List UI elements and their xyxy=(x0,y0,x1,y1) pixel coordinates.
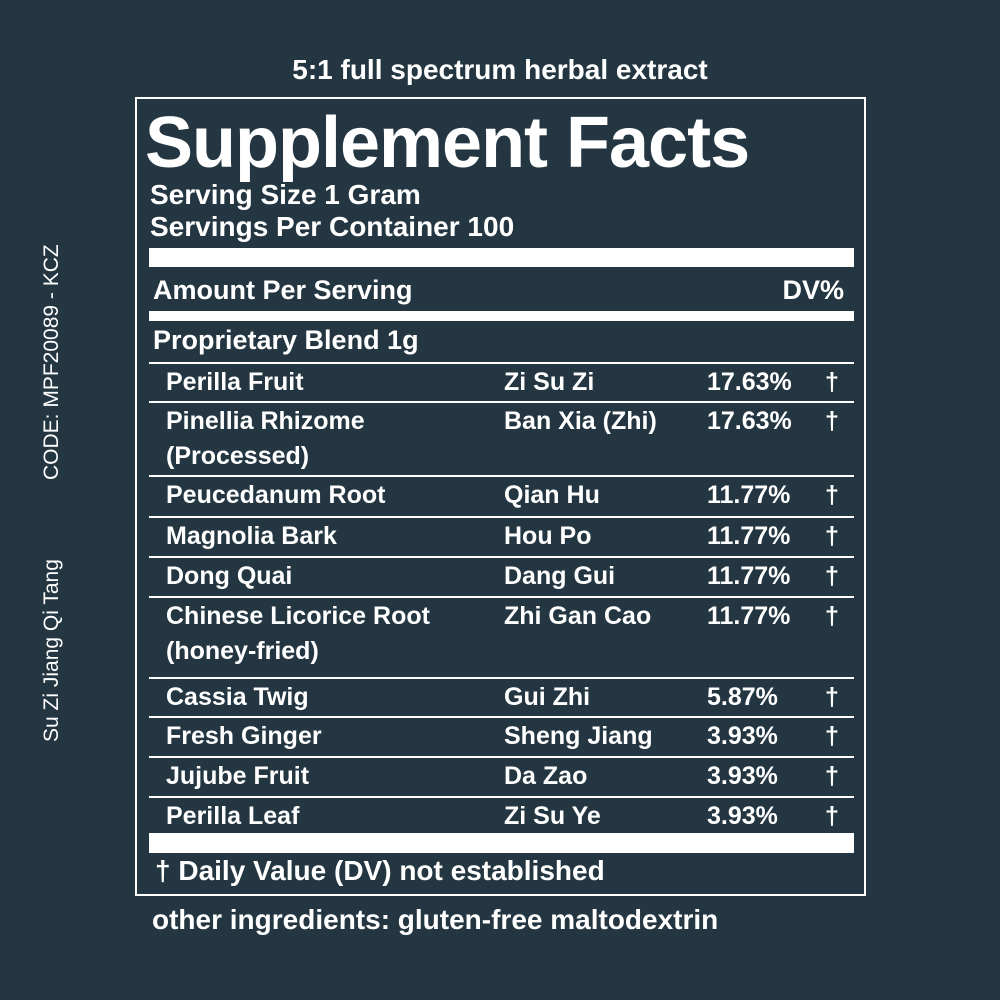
ingredient-name: Perilla Leaf xyxy=(166,802,300,830)
ingredient-name: Magnolia Bark xyxy=(166,522,337,550)
ingredient-name-detail: (Processed) xyxy=(166,442,310,470)
product-code: CODE: MPF20089 - KCZ xyxy=(40,244,63,480)
ingredient-percent: 17.63% xyxy=(707,368,792,396)
ingredient-name-detail: (honey-fried) xyxy=(166,637,319,665)
ingredient-pinyin: Hou Po xyxy=(504,522,592,550)
serving-size: Serving Size 1 Gram xyxy=(150,179,421,210)
ingredient-name: Pinellia Rhizome xyxy=(166,407,365,435)
row-separator xyxy=(149,362,854,364)
supplement-facts-panel: Supplement Facts Serving Size 1 Gram Ser… xyxy=(135,97,866,896)
ingredient-name: Perilla Fruit xyxy=(166,368,304,396)
ingredient-pinyin: Zi Su Ye xyxy=(504,802,601,830)
dagger-mark: † xyxy=(825,722,839,750)
dagger-mark: † xyxy=(825,368,839,396)
panel-title: Supplement Facts xyxy=(145,103,750,183)
ingredient-percent: 3.93% xyxy=(707,802,778,830)
dagger-mark: † xyxy=(825,407,839,435)
row-separator xyxy=(149,716,854,718)
ingredient-percent: 17.63% xyxy=(707,407,792,435)
extract-caption: 5:1 full spectrum herbal extract xyxy=(292,54,708,85)
amount-per-serving-label: Amount Per Serving xyxy=(153,275,413,305)
row-separator xyxy=(149,756,854,758)
ingredient-percent: 11.77% xyxy=(707,522,791,550)
row-separator xyxy=(149,796,854,798)
ingredient-name: Fresh Ginger xyxy=(166,722,322,750)
ingredient-pinyin: Qian Hu xyxy=(504,481,600,509)
ingredient-percent: 5.87% xyxy=(707,683,778,711)
row-separator xyxy=(149,475,854,477)
dagger-mark: † xyxy=(825,562,839,590)
row-separator xyxy=(149,596,854,598)
dagger-mark: † xyxy=(825,602,839,630)
ingredient-name: Peucedanum Root xyxy=(166,481,386,509)
dagger-mark: † xyxy=(825,683,839,711)
ingredient-pinyin: Dang Gui xyxy=(504,562,616,590)
bottom-divider xyxy=(149,833,854,853)
dagger-mark: † xyxy=(825,802,839,830)
medium-divider xyxy=(149,311,854,321)
ingredient-percent: 11.77% xyxy=(707,562,791,590)
ingredient-percent: 11.77% xyxy=(707,602,791,630)
ingredient-name: Cassia Twig xyxy=(166,683,309,711)
row-separator xyxy=(149,677,854,679)
ingredient-pinyin: Zhi Gan Cao xyxy=(504,602,652,630)
ingredient-pinyin: Sheng Jiang xyxy=(504,722,653,750)
dagger-mark: † xyxy=(825,762,839,790)
row-separator xyxy=(149,556,854,558)
ingredient-pinyin: Zi Su Zi xyxy=(504,368,595,396)
ingredient-name: Jujube Fruit xyxy=(166,762,310,790)
ingredient-percent: 3.93% xyxy=(707,762,778,790)
ingredient-percent: 11.77% xyxy=(707,481,791,509)
servings-per-container: Servings Per Container 100 xyxy=(150,211,515,242)
ingredient-pinyin: Ban Xia (Zhi) xyxy=(504,407,657,435)
dagger-mark: † xyxy=(825,481,839,509)
ingredient-name: Dong Quai xyxy=(166,562,293,590)
dagger-mark: † xyxy=(825,522,839,550)
other-ingredients: other ingredients: gluten-free maltodext… xyxy=(152,904,719,935)
row-separator xyxy=(149,516,854,518)
dv-footnote: † Daily Value (DV) not established xyxy=(155,855,605,886)
dv-header: DV% xyxy=(782,275,844,305)
formula-name: Su Zi Jiang Qi Tang xyxy=(40,559,63,742)
ingredient-name: Chinese Licorice Root xyxy=(166,602,430,630)
thick-divider xyxy=(149,248,854,267)
ingredient-pinyin: Da Zao xyxy=(504,762,588,790)
ingredient-pinyin: Gui Zhi xyxy=(504,683,591,711)
proprietary-blend-label: Proprietary Blend 1g xyxy=(153,325,419,355)
row-separator xyxy=(149,401,854,403)
ingredient-percent: 3.93% xyxy=(707,722,778,750)
